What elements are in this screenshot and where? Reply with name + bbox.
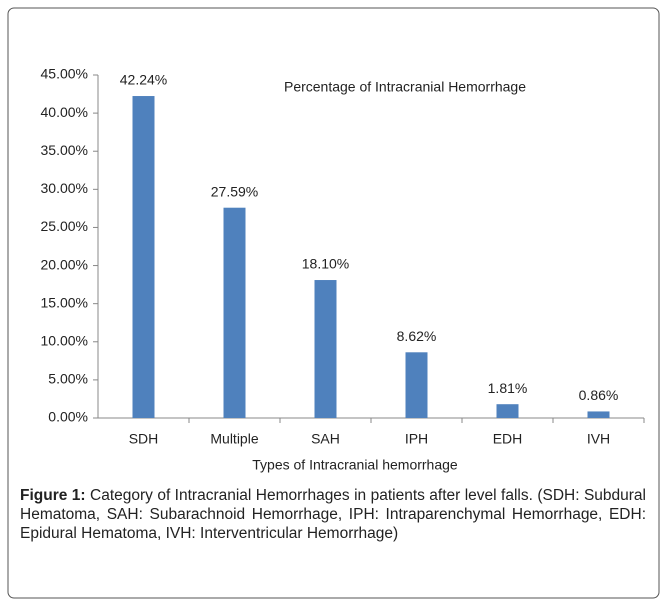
y-tick-label: 45.00%	[41, 66, 88, 82]
y-tick-label: 30.00%	[41, 180, 88, 196]
bar	[314, 280, 337, 418]
y-tick-label: 35.00%	[41, 142, 88, 158]
bar	[405, 352, 428, 418]
y-tick-label: 5.00%	[48, 371, 88, 387]
caption: Figure 1: Category of Intracranial Hemor…	[20, 486, 646, 543]
x-tick-label: SDH	[129, 431, 159, 447]
y-tick-label: 10.00%	[41, 332, 88, 348]
bar	[587, 411, 610, 418]
value-label: 27.59%	[211, 183, 258, 199]
y-tick-label: 0.00%	[48, 409, 88, 425]
x-tick-label: SAH	[311, 431, 340, 447]
y-tick-label: 25.00%	[41, 218, 88, 234]
value-label: 1.81%	[488, 380, 528, 396]
chart-title: Percentage of Intracranial Hemorrhage	[284, 79, 526, 95]
value-label: 0.86%	[579, 387, 619, 403]
frame	[7, 7, 660, 599]
value-label: 42.24%	[120, 72, 167, 88]
caption-text: Category of Intracranial Hemorrhages in …	[20, 487, 647, 542]
x-tick-label: Multiple	[210, 431, 258, 447]
bar	[496, 404, 519, 418]
bar	[132, 96, 155, 419]
caption-label: Figure 1:	[20, 487, 86, 504]
x-tick-label: EDH	[493, 431, 523, 447]
y-tick-label: 20.00%	[41, 256, 88, 272]
x-axis-label: Types of Intracranial hemorrhage	[252, 457, 458, 473]
x-tick-label: IPH	[405, 431, 428, 447]
value-label: 18.10%	[302, 256, 349, 272]
y-tick-label: 40.00%	[41, 104, 88, 120]
bar	[223, 207, 246, 418]
x-tick-label: IVH	[587, 431, 610, 447]
value-label: 8.62%	[397, 328, 437, 344]
y-tick-label: 15.00%	[41, 294, 88, 310]
